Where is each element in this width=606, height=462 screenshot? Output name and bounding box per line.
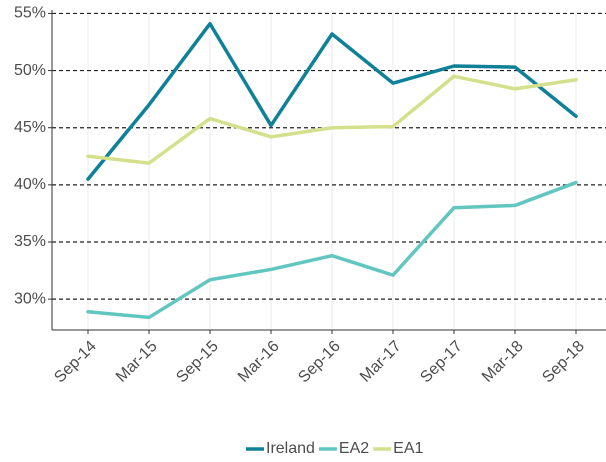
x-tick-label: Mar-16 <box>235 338 283 386</box>
x-tick-label: Mar-18 <box>479 338 527 386</box>
x-tick-label: Sep-14 <box>51 338 100 387</box>
line <box>86 180 578 320</box>
x-tick-label: Mar-15 <box>113 338 161 386</box>
y-tick-label: 50% <box>14 62 46 79</box>
x-tick-label: Sep-17 <box>417 338 466 387</box>
legend-label: EA2 <box>339 440 369 457</box>
x-tick-label: Sep-15 <box>173 338 222 387</box>
y-tick-label: 55% <box>14 5 46 22</box>
line <box>86 74 578 165</box>
legend: Ireland EA2 EA1 <box>246 440 424 457</box>
x-tick-label: Sep-18 <box>539 338 588 387</box>
y-tick-label: 45% <box>14 119 46 136</box>
x-tick-label: Mar-17 <box>357 338 405 386</box>
x-tick-label: Sep-16 <box>295 338 344 387</box>
y-tick-label: 35% <box>14 233 46 250</box>
legend-label: EA1 <box>393 440 423 457</box>
y-tick-label: 30% <box>14 290 46 307</box>
legend-label: Ireland <box>266 440 315 457</box>
line <box>86 21 578 181</box>
y-tick-label: 40% <box>14 176 46 193</box>
